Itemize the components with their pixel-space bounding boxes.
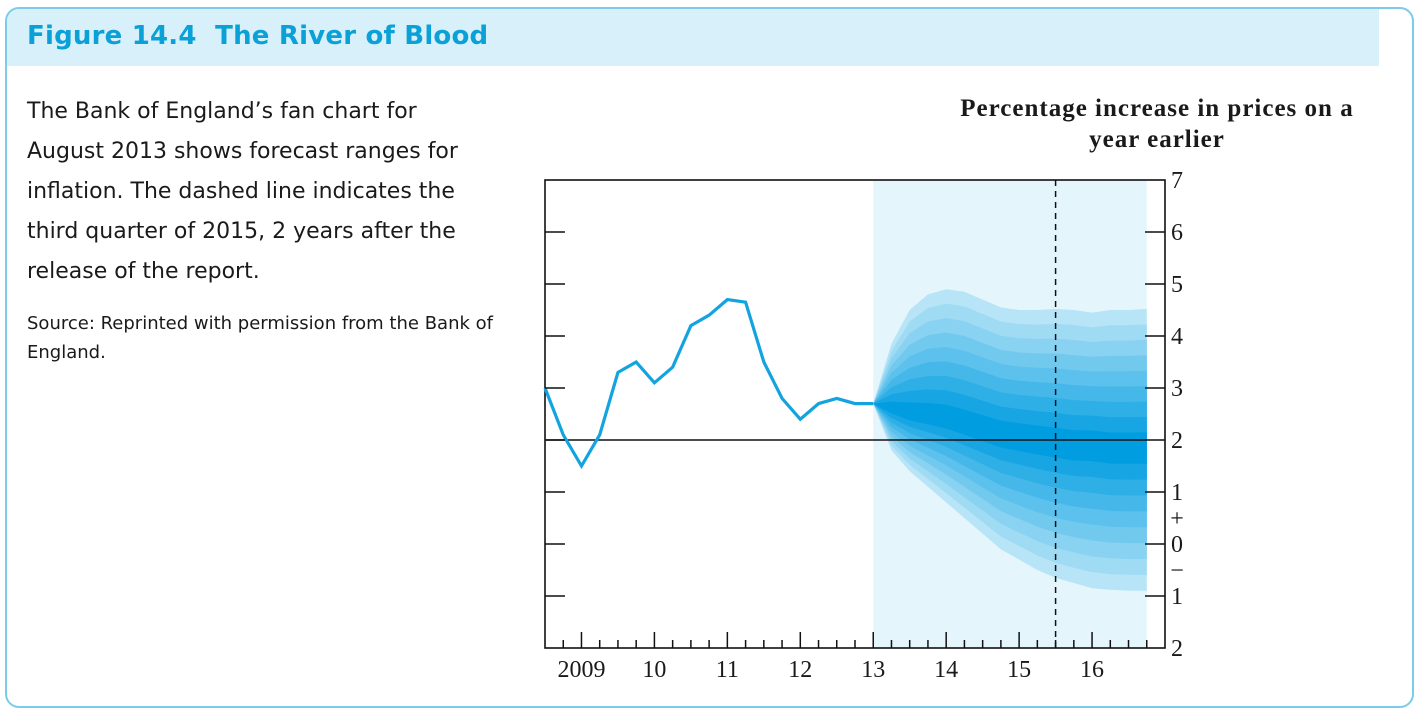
y-tick-label: 2: [1171, 636, 1183, 662]
y-tick-label: 2: [1171, 428, 1183, 454]
figure-source: Source: Reprinted with permission from t…: [27, 313, 493, 363]
y-tick-label: 7: [1171, 168, 1183, 194]
x-tick-label: 15: [1007, 657, 1031, 683]
negative-sign-marker: −: [1170, 558, 1184, 584]
y-tick-label: 4: [1171, 324, 1183, 350]
y-axis-label: Percentage increase in prices on a year …: [960, 95, 1354, 153]
positive-sign-marker: +: [1170, 506, 1184, 532]
y-tick-label: 1: [1171, 584, 1183, 610]
y-tick-label: 0: [1171, 532, 1183, 558]
y-tick-label: 1: [1171, 480, 1183, 506]
inflation-history-line: [543, 297, 874, 470]
figure-header: Figure 14.4 The River of Blood: [7, 9, 1379, 66]
figure-frame: Figure 14.4 The River of Blood The Bank …: [5, 7, 1414, 708]
y-tick-label: 5: [1171, 272, 1183, 298]
y-tick-label: 6: [1171, 220, 1183, 246]
x-tick-label: 12: [788, 657, 812, 683]
y-tick-label: 3: [1171, 376, 1183, 402]
figure-caption: The Bank of England’s fan chart for Augu…: [27, 99, 458, 284]
x-tick-label: 13: [861, 657, 885, 683]
figure-title: Figure 14.4 The River of Blood: [27, 21, 489, 51]
x-tick-label: 16: [1080, 657, 1104, 683]
x-tick-label: 14: [934, 657, 958, 683]
x-tick-label: 10: [642, 657, 666, 683]
fan-band-9: [873, 401, 1147, 464]
x-tick-label: 2009: [557, 657, 605, 683]
x-tick-label: 11: [716, 657, 739, 683]
